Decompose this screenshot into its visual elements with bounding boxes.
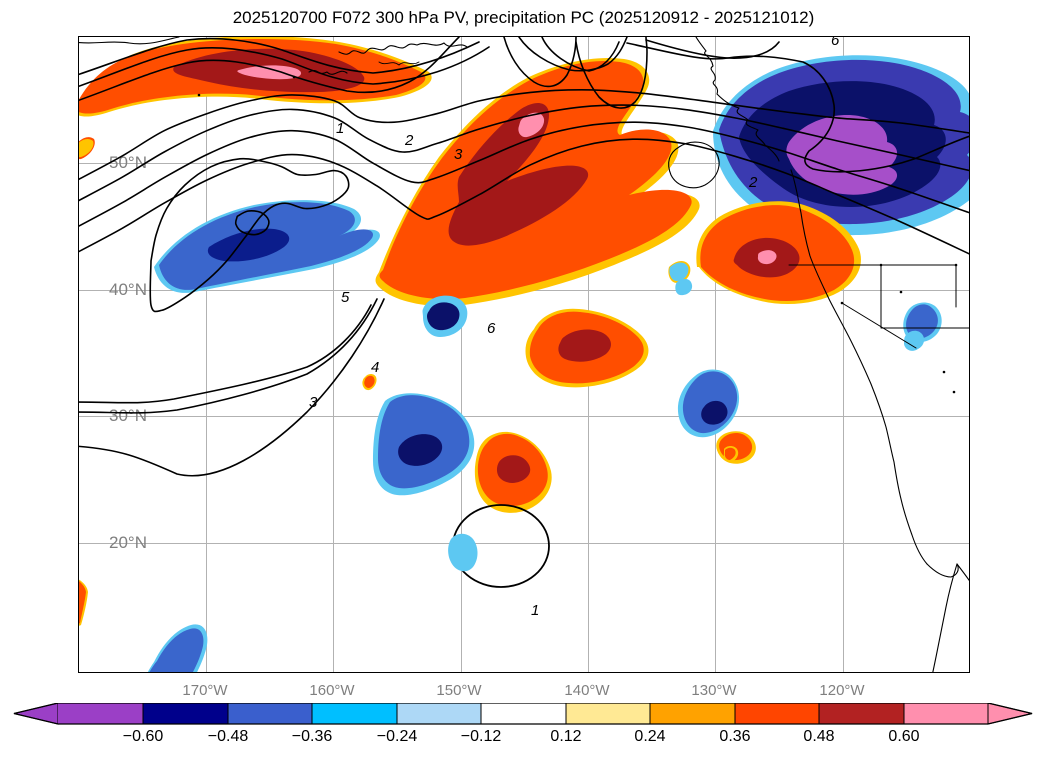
svg-text:6: 6 bbox=[487, 320, 496, 337]
svg-text:1: 1 bbox=[531, 602, 539, 619]
svg-text:3: 3 bbox=[309, 394, 318, 411]
svg-text:1: 1 bbox=[336, 120, 344, 137]
svg-text:3: 3 bbox=[454, 146, 463, 163]
svg-text:2: 2 bbox=[748, 174, 758, 191]
svg-text:6: 6 bbox=[831, 37, 840, 49]
svg-text:5: 5 bbox=[341, 289, 350, 306]
svg-text:2: 2 bbox=[404, 132, 414, 149]
svg-text:4: 4 bbox=[371, 359, 379, 376]
